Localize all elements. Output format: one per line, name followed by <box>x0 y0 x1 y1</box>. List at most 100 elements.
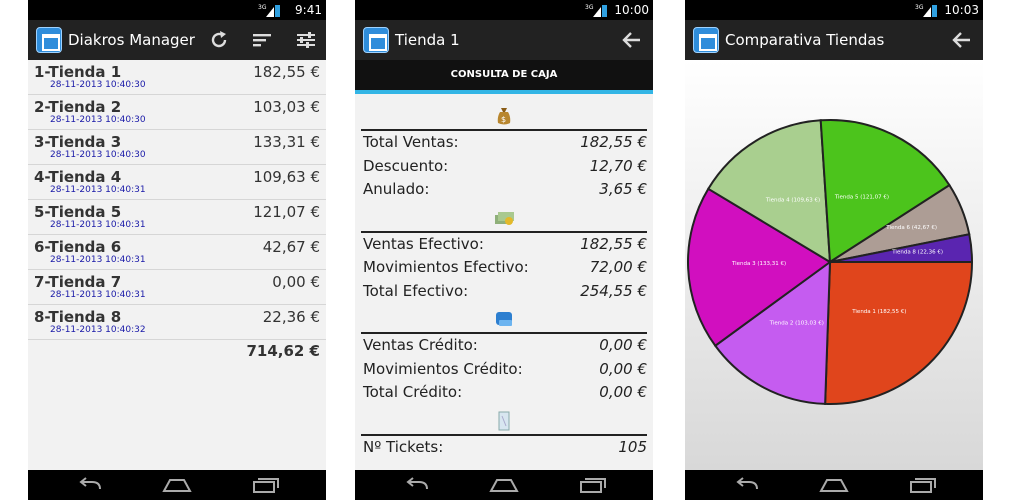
store-amount: 0,00 € <box>272 273 320 291</box>
store-name: 4-Tienda 4 <box>34 168 122 186</box>
summary-label: Total Efectivo: <box>363 281 469 300</box>
svg-text:3G: 3G <box>258 4 267 11</box>
screen-title: Comparativa Tiendas <box>725 31 885 49</box>
slice-label: Tienda 3 (133,31 €) <box>731 261 786 267</box>
store-timestamp: 28-11-2013 10:40:31 <box>50 290 146 300</box>
ticket-icon <box>493 410 515 432</box>
svg-text:$: $ <box>501 115 506 124</box>
home-nav-icon[interactable] <box>489 476 519 494</box>
store-timestamp: 28-11-2013 10:40:30 <box>50 80 146 90</box>
store-name: 1-Tienda 1 <box>34 63 122 81</box>
summary-value: 0,00 € <box>599 336 647 354</box>
pie-slice[interactable] <box>713 259 832 405</box>
store-list-screen: 3G 9:41 Diakros Manager 1-Tienda 1 182,55… <box>28 0 326 500</box>
back-arrow-icon[interactable] <box>620 29 642 51</box>
slice-label: Tienda 4 (109,63 €) <box>765 197 820 203</box>
slice-label: Tienda 1 (182,55 €) <box>851 309 906 315</box>
store-row[interactable]: 1-Tienda 1 182,55 € 28-11-2013 10:40:30 <box>28 60 326 95</box>
clock: 10:03 <box>944 3 979 17</box>
summary-value: 12,70 € <box>589 156 647 175</box>
summary-label: Ventas Efectivo: <box>363 234 484 253</box>
pie-slice[interactable] <box>687 187 832 348</box>
nav-bar <box>355 470 653 500</box>
app-title: Diakros Manager <box>68 31 195 49</box>
summary-label: Movimientos Efectivo: <box>363 258 529 276</box>
settings-icon[interactable] <box>295 29 317 51</box>
summary-value: 105 <box>618 437 647 456</box>
store-row[interactable]: 6-Tienda 6 42,67 € 28-11-2013 10:40:31 <box>28 235 326 270</box>
pie-chart: Tienda 1 (182,55 €) Tienda 2 (103,03 €) Ti… <box>687 119 974 405</box>
store-timestamp: 28-11-2013 10:40:30 <box>50 150 146 160</box>
summary-label: Movimientos Crédito: <box>363 359 523 378</box>
section-divider <box>361 230 647 233</box>
summary-value: 254,55 € <box>580 281 647 300</box>
money-bag-icon: $ <box>493 105 515 127</box>
app-icon[interactable] <box>693 27 719 53</box>
store-row[interactable]: 5-Tienda 5 121,07 € 28-11-2013 10:40:31 <box>28 200 326 235</box>
store-amount: 182,55 € <box>253 63 320 81</box>
back-nav-icon[interactable] <box>733 476 763 494</box>
app-icon[interactable] <box>36 27 62 53</box>
sort-icon[interactable] <box>251 29 273 51</box>
store-amount: 42,67 € <box>262 238 320 256</box>
comparison-chart-screen: 3G 10:03 Comparativa Tiendas Tienda 1 (1… <box>685 0 983 500</box>
summary-value: 182,55 € <box>580 234 647 253</box>
recents-nav-icon[interactable] <box>250 476 280 494</box>
back-nav-icon[interactable] <box>76 476 106 494</box>
store-name: 7-Tienda 7 <box>34 273 122 291</box>
summary-label: Nº Tickets: <box>363 437 444 456</box>
subtitle-bar: CONSULTA DE CAJA <box>355 60 653 90</box>
summary-label: Descuento: <box>363 156 449 175</box>
clock: 9:41 <box>295 3 322 17</box>
cash-icon <box>493 207 515 229</box>
store-row[interactable]: 8-Tienda 8 22,36 € 28-11-2013 10:40:32 <box>28 305 326 340</box>
status-bar: 3G 10:00 <box>355 0 653 20</box>
slice-label: Tienda 8 (22,36 €) <box>891 249 943 255</box>
section-divider <box>361 332 647 334</box>
store-row[interactable]: 7-Tienda 7 0,00 € 28-11-2013 10:40:31 <box>28 270 326 305</box>
summary-value: 0,00 € <box>599 359 647 378</box>
pie-slice[interactable] <box>829 233 974 263</box>
store-name: 6-Tienda 6 <box>34 238 122 256</box>
store-amount: 22,36 € <box>262 308 320 326</box>
action-bar: Diakros Manager <box>28 20 326 60</box>
signal-icon: 3G <box>258 4 280 17</box>
action-bar: Tienda 1 <box>355 20 653 60</box>
app-icon[interactable] <box>363 27 389 53</box>
summary-value: 0,00 € <box>599 383 647 401</box>
summary-value: 3,65 € <box>599 180 647 198</box>
svg-text:3G: 3G <box>915 4 924 11</box>
store-timestamp: 28-11-2013 10:40:31 <box>50 220 146 230</box>
recents-nav-icon[interactable] <box>907 476 937 494</box>
store-name: 3-Tienda 3 <box>34 133 122 151</box>
svg-text:3G: 3G <box>585 4 594 11</box>
store-row[interactable]: 3-Tienda 3 133,31 € 28-11-2013 10:40:30 <box>28 130 326 165</box>
back-nav-icon[interactable] <box>403 476 433 494</box>
store-row[interactable]: 4-Tienda 4 109,63 € 28-11-2013 10:40:31 <box>28 165 326 200</box>
home-nav-icon[interactable] <box>162 476 192 494</box>
slice-label: Tienda 2 (103,03 €) <box>769 321 824 327</box>
status-bar: 3G 9:41 <box>28 0 326 20</box>
summary-label: Ventas Crédito: <box>363 336 478 354</box>
pie-slice[interactable] <box>819 119 951 264</box>
section-divider <box>361 433 647 436</box>
back-arrow-icon[interactable] <box>950 29 972 51</box>
store-amount: 121,07 € <box>253 203 320 221</box>
refresh-icon[interactable] <box>208 29 230 51</box>
signal-icon: 3G <box>585 4 607 17</box>
home-nav-icon[interactable] <box>819 476 849 494</box>
store-timestamp: 28-11-2013 10:40:31 <box>50 185 146 195</box>
pie-slice[interactable] <box>706 119 832 264</box>
credit-card-icon <box>493 308 515 330</box>
recents-nav-icon[interactable] <box>577 476 607 494</box>
store-row[interactable]: 2-Tienda 2 103,03 € 28-11-2013 10:40:30 <box>28 95 326 130</box>
store-timestamp: 28-11-2013 10:40:30 <box>50 115 146 125</box>
summary-label: Anulado: <box>363 180 430 198</box>
summary-label: Total Ventas: <box>363 133 459 151</box>
clock: 10:00 <box>614 3 649 17</box>
cash-report-screen: 3G 10:00 Tienda 1 CONSULTA DE CAJA $ Tota… <box>355 0 653 500</box>
summary-value: 72,00 € <box>589 258 647 276</box>
pie-slice[interactable] <box>824 261 974 405</box>
section-divider <box>361 129 647 131</box>
total-amount: 714,62 € <box>246 342 320 360</box>
